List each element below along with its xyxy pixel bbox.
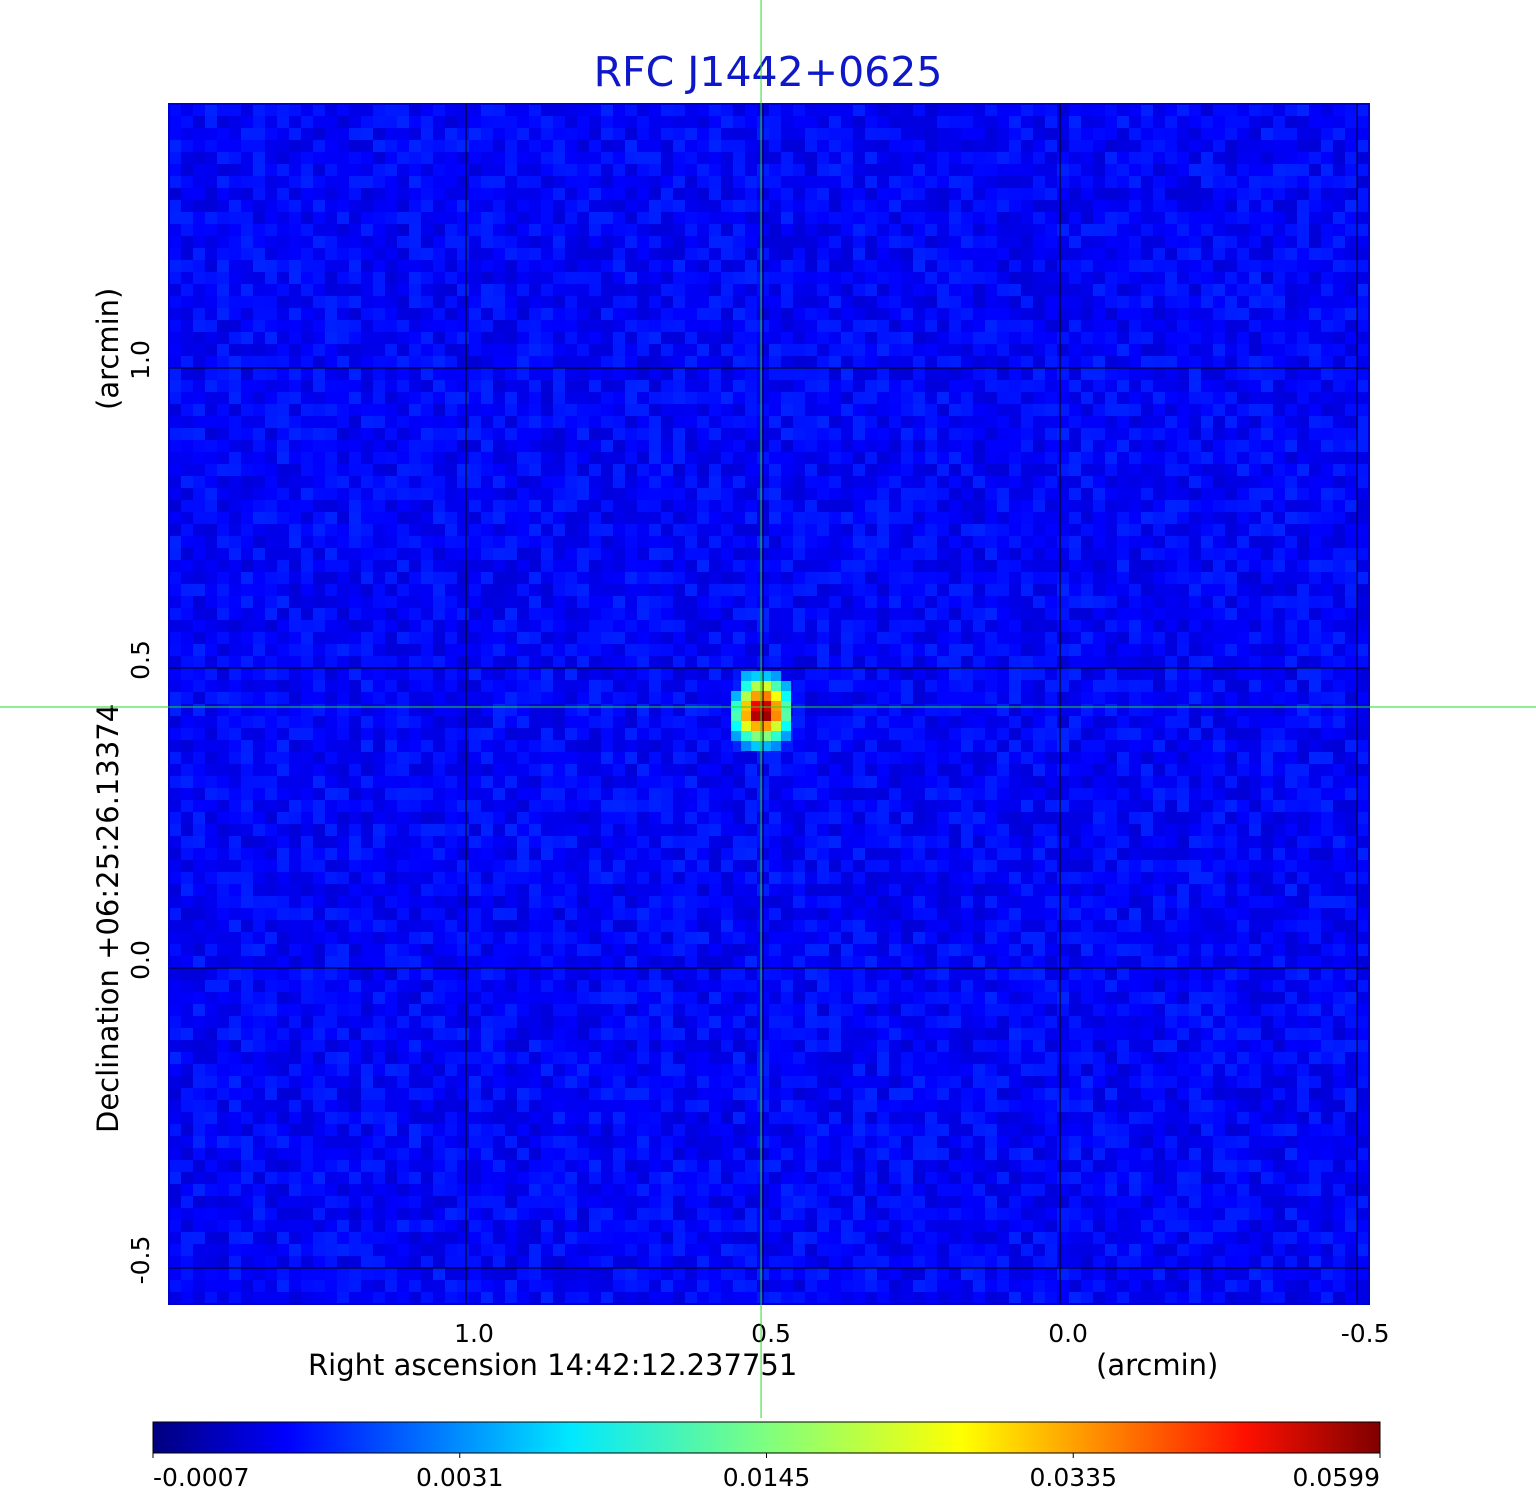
colorbar-tick-labels: -0.0007 0.0031 0.0145 0.0335 0.0599	[152, 1453, 1381, 1492]
x-tick-label: -0.5	[1341, 1319, 1390, 1348]
y-tick-label: -0.5	[126, 1236, 155, 1285]
chart-title: RFC J1442+0625	[594, 48, 943, 96]
y-tick-label: 1.0	[126, 340, 155, 380]
x-tick-label: 0.5	[751, 1319, 791, 1348]
x-axis-label: Right ascension 14:42:12.237751	[308, 1348, 797, 1382]
y-tick-label: 0.0	[126, 940, 155, 980]
x-tick-label: 0.0	[1048, 1319, 1088, 1348]
colorbar-tick-label: 0.0599	[1293, 1463, 1380, 1492]
heatmap-image	[169, 104, 1369, 1304]
colorbar	[152, 1421, 1381, 1454]
grid-lines	[169, 104, 1369, 1304]
y-axis-unit: (arcmin)	[91, 288, 125, 410]
y-tick-label: 0.5	[126, 640, 155, 680]
y-axis-label: Declination +06:25:26.13374	[91, 704, 125, 1133]
colorbar-tick-label: 0.0145	[723, 1463, 810, 1492]
plot-frame	[168, 103, 1370, 1305]
x-tick-label: 1.0	[454, 1319, 494, 1348]
colorbar-tick-label: 0.0335	[1030, 1463, 1117, 1492]
colorbar-tick-label: 0.0031	[416, 1463, 503, 1492]
source-peak	[731, 671, 792, 751]
x-tick-labels: 1.0 0.5 0.0 -0.5	[454, 1319, 1389, 1348]
crosshair	[0, 0, 1536, 1418]
y-tick-labels: 1.0 0.5 0.0 -0.5	[126, 340, 155, 1284]
heatmap-noise	[169, 104, 1369, 1304]
x-axis-unit: (arcmin)	[1096, 1348, 1218, 1382]
colorbar-tick-label: -0.0007	[153, 1463, 250, 1492]
